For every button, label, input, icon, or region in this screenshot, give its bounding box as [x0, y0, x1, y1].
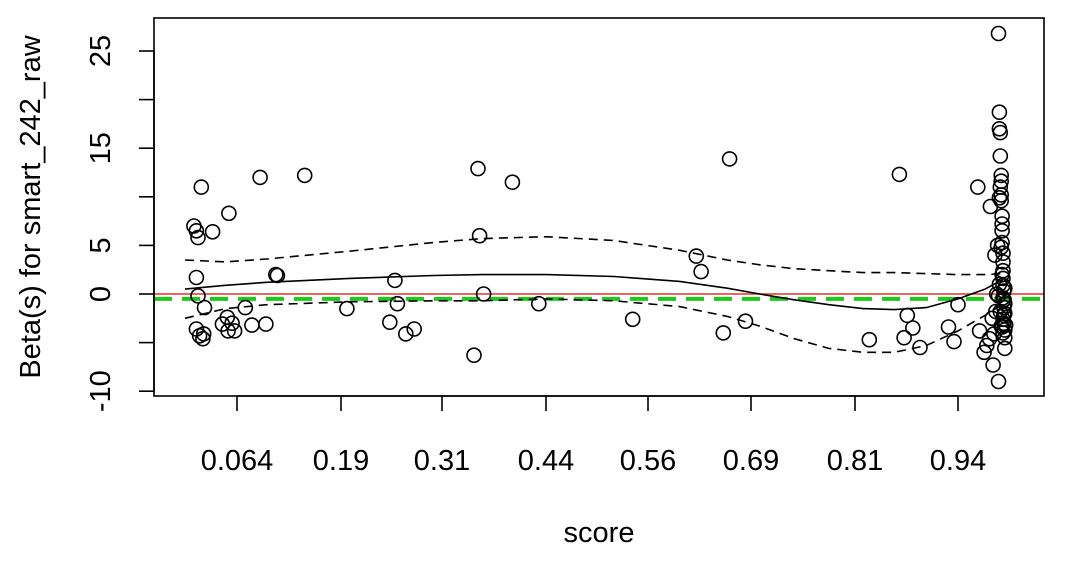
data-point — [912, 339, 928, 356]
x-tick-label: 0.064 — [201, 445, 274, 477]
data-point — [504, 174, 521, 190]
x-tick-label: 0.31 — [414, 445, 470, 477]
data-point — [996, 340, 1013, 357]
data-point — [221, 205, 237, 222]
data-point — [190, 229, 206, 246]
data-point — [224, 315, 240, 332]
data-point — [994, 208, 1010, 224]
x-tick-label: 0.44 — [518, 445, 574, 477]
data-point — [971, 323, 988, 339]
data-point — [381, 314, 398, 331]
y-tick-label: 5 — [85, 237, 117, 253]
data-point — [990, 25, 1007, 42]
data-point — [244, 317, 260, 333]
data-point — [995, 245, 1011, 261]
y-tick-label: 15 — [85, 132, 117, 164]
data-point — [339, 300, 355, 317]
data-point — [220, 323, 236, 339]
x-tick-label: 0.94 — [930, 445, 986, 477]
data-point — [397, 326, 414, 342]
data-point — [940, 319, 957, 335]
lower-band-line — [184, 298, 1004, 354]
data-point — [996, 280, 1013, 297]
y-tick-label: 25 — [85, 35, 117, 67]
data-point — [624, 311, 641, 328]
data-point — [992, 124, 1009, 141]
data-point — [530, 295, 547, 312]
data-point — [861, 331, 878, 348]
data-point — [258, 316, 274, 332]
data-point — [237, 299, 254, 316]
data-point — [997, 317, 1014, 333]
data-point — [693, 263, 709, 280]
data-point — [976, 344, 992, 361]
data-point — [985, 357, 1001, 373]
x-tick-label: 0.81 — [827, 445, 883, 477]
x-tick-label: 0.19 — [313, 445, 369, 477]
data-point — [991, 190, 1008, 206]
smooth-fit-line — [184, 273, 1004, 311]
data-point — [969, 179, 986, 195]
data-point — [193, 179, 210, 195]
data-point — [994, 216, 1010, 232]
data-point — [996, 322, 1013, 338]
data-point — [470, 160, 486, 177]
x-axis-title: score — [564, 517, 635, 549]
data-point — [904, 320, 921, 336]
data-point — [387, 272, 403, 289]
data-point — [993, 187, 1010, 203]
data-point — [226, 323, 243, 339]
data-point — [466, 347, 482, 364]
data-point — [721, 151, 738, 167]
data-point — [992, 148, 1009, 164]
data-point — [993, 167, 1010, 184]
data-point — [994, 223, 1010, 239]
x-tick-label: 0.56 — [620, 445, 676, 477]
data-point — [406, 321, 423, 337]
data-point — [891, 166, 908, 183]
data-point — [996, 305, 1013, 322]
data-point — [995, 254, 1011, 270]
data-point — [296, 167, 313, 184]
y-tick-label: -10 — [85, 370, 117, 412]
y-axis-title: Beta(s) for smart_242_raw — [15, 34, 47, 378]
data-point — [195, 330, 211, 347]
upper-band-line — [184, 235, 1004, 276]
data-point — [995, 325, 1011, 341]
data-points — [186, 25, 1014, 390]
data-point — [950, 296, 966, 313]
axes: 0.064 0.19 0.31 0.44 0.56 0.69 0.81 0.94 -10 0 5 15… — [85, 35, 986, 477]
data-point — [899, 307, 916, 324]
data-point — [978, 337, 995, 354]
data-point — [188, 223, 205, 239]
y-tick-label: 0 — [85, 286, 117, 302]
data-point — [188, 269, 205, 286]
data-point — [252, 169, 268, 186]
data-point — [996, 295, 1013, 312]
data-point — [475, 286, 492, 302]
data-point — [389, 295, 406, 312]
data-point — [190, 288, 206, 304]
data-point — [991, 104, 1008, 120]
data-point — [204, 224, 221, 240]
data-point — [981, 330, 998, 347]
data-point — [471, 227, 488, 244]
data-point — [737, 313, 754, 330]
reference-lines — [154, 293, 1044, 301]
data-point — [715, 325, 732, 341]
data-point — [993, 239, 1010, 256]
data-point — [982, 198, 999, 215]
data-point — [946, 333, 962, 350]
data-point — [992, 179, 1009, 195]
data-point — [196, 299, 213, 316]
data-point — [990, 373, 1007, 390]
data-point — [195, 326, 212, 342]
x-tick-label: 0.69 — [723, 445, 779, 477]
data-point — [896, 329, 912, 346]
data-point — [688, 248, 705, 264]
data-point — [269, 267, 286, 284]
